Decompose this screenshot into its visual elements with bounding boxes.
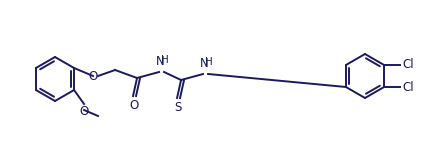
Text: O: O xyxy=(130,99,139,112)
Text: S: S xyxy=(174,101,182,114)
Text: H: H xyxy=(205,57,213,67)
Text: O: O xyxy=(88,69,98,82)
Text: H: H xyxy=(161,55,169,65)
Text: Cl: Cl xyxy=(402,58,414,72)
Text: Cl: Cl xyxy=(402,80,414,93)
Text: O: O xyxy=(79,105,89,118)
Text: N: N xyxy=(199,57,208,70)
Text: N: N xyxy=(156,55,164,68)
